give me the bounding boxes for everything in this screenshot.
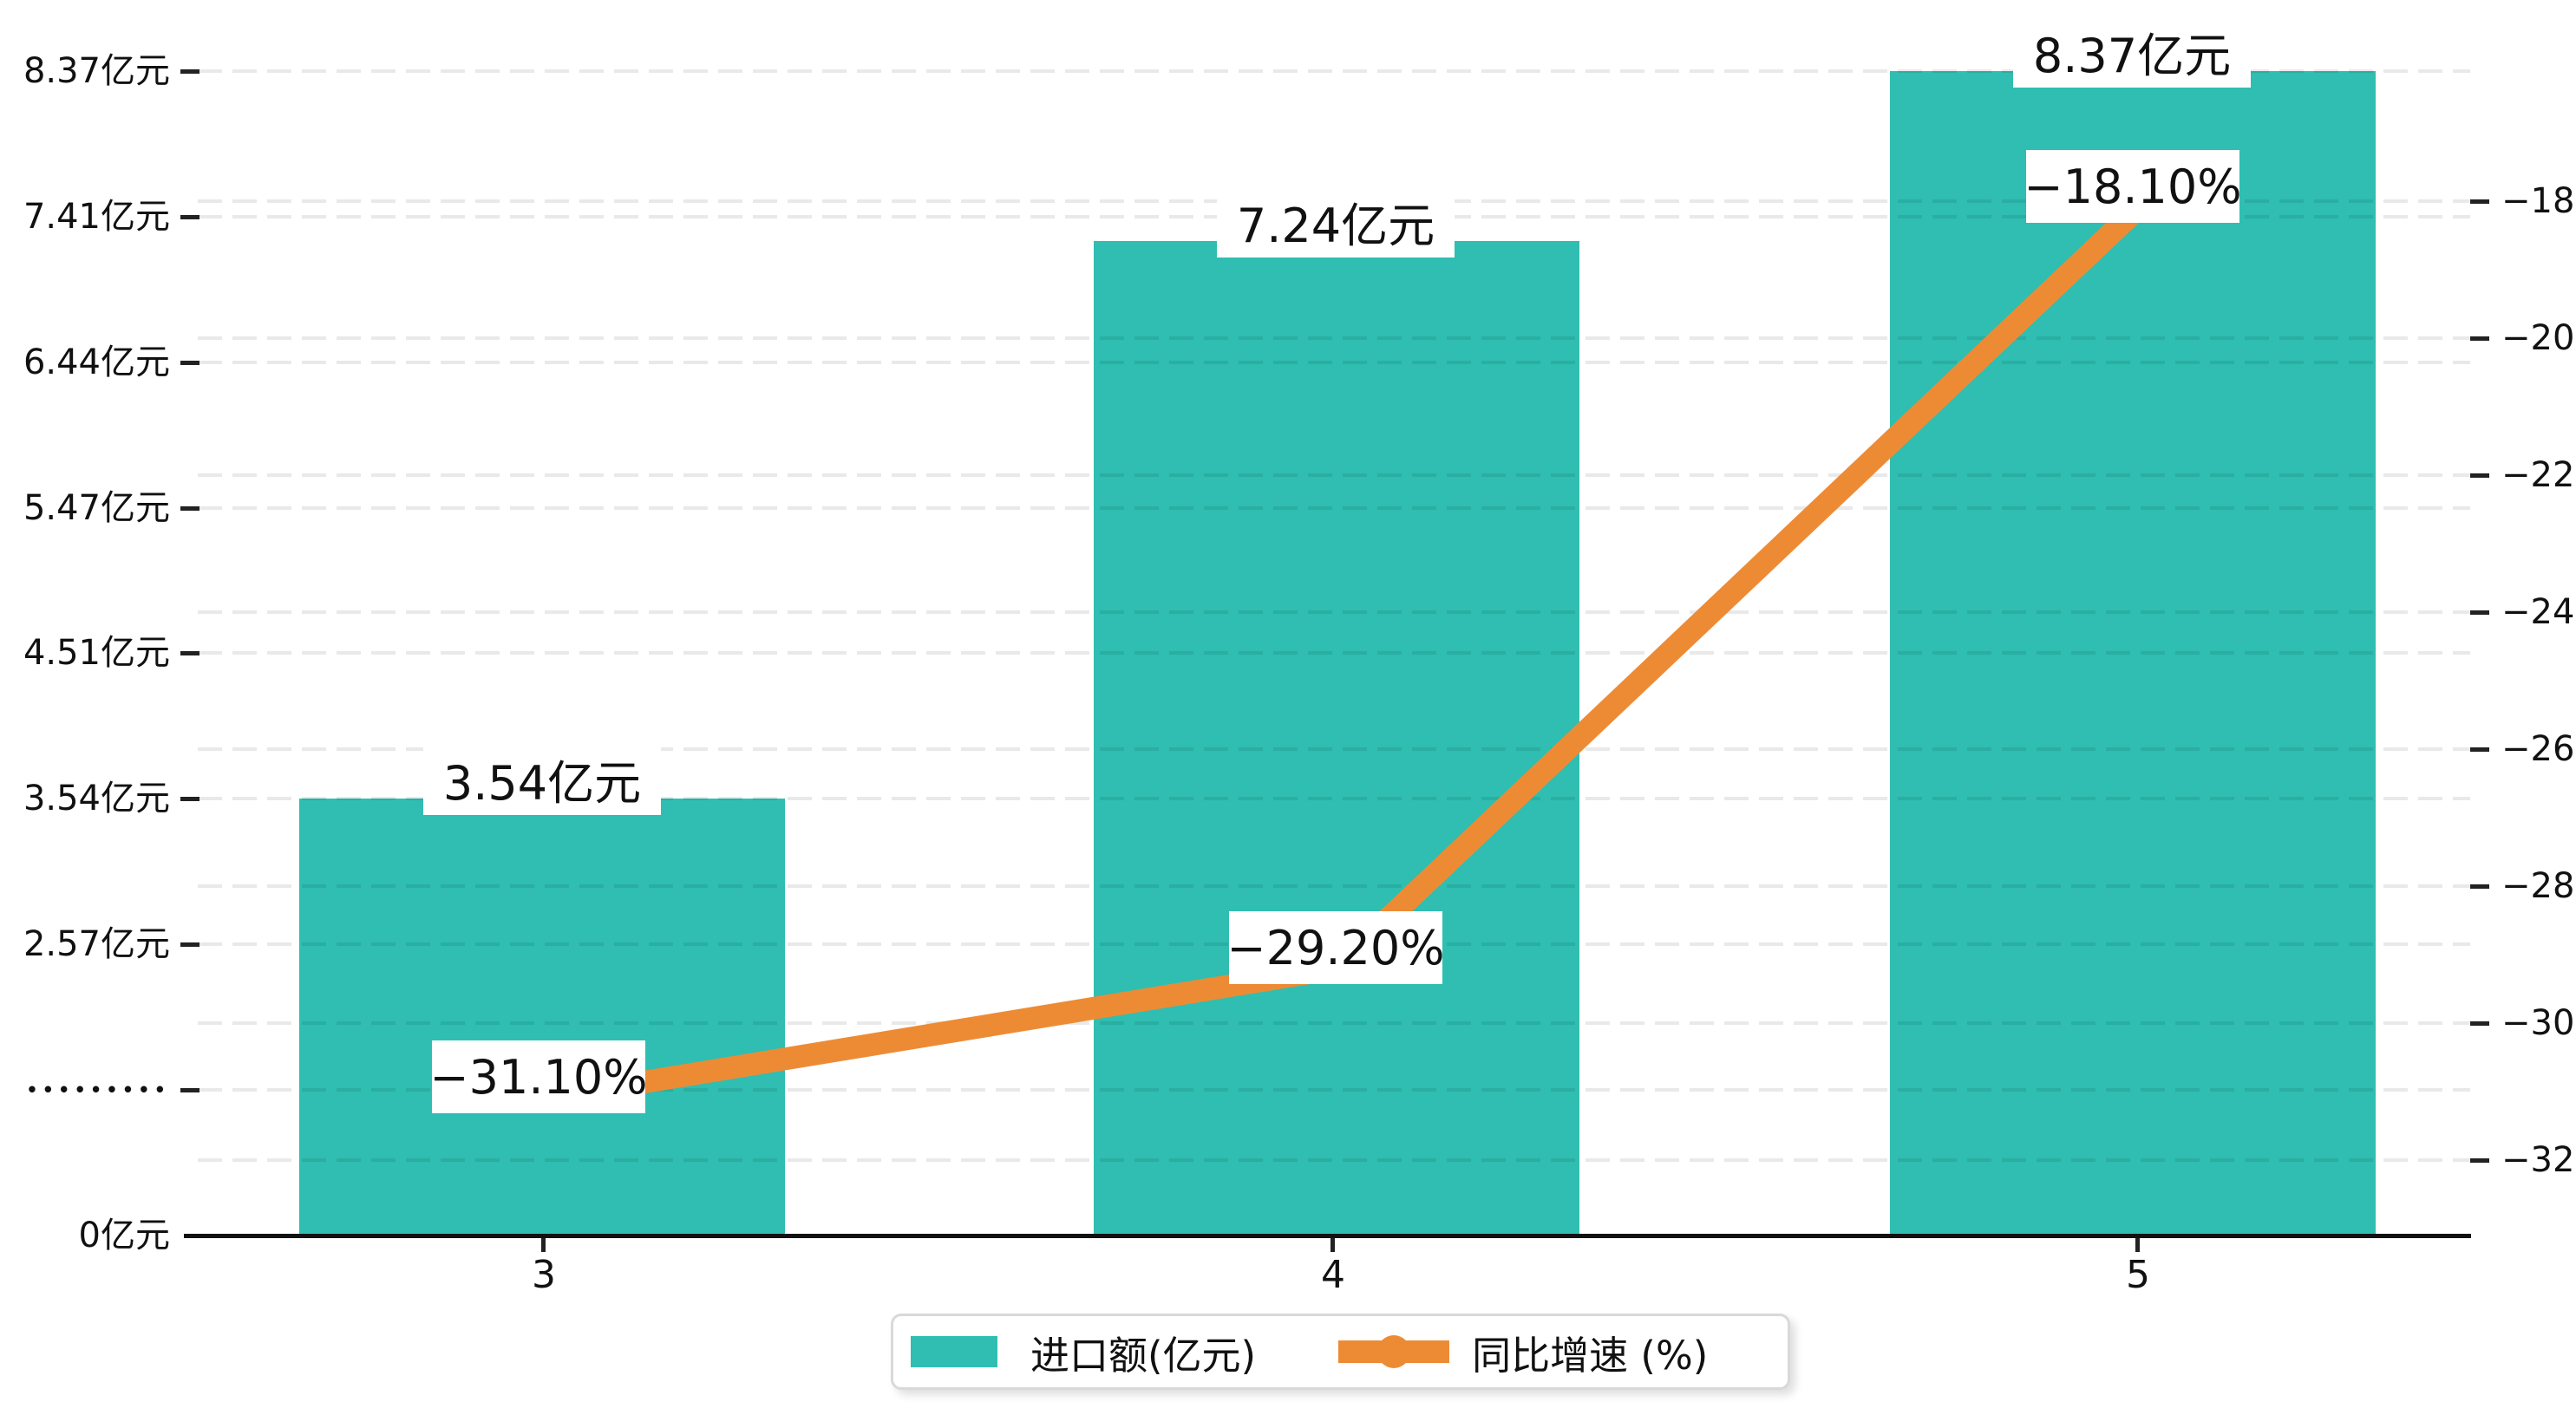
- left-axis-tick-label: 7.41亿元: [23, 197, 170, 237]
- left-axis-tick-mark: [180, 361, 199, 365]
- legend-line-dot-icon: [1377, 1335, 1411, 1368]
- bar-value-label: 3.54亿元: [423, 742, 661, 815]
- bar-month-4: [1094, 241, 1579, 1236]
- right-axis-tick-label: −32: [2501, 1140, 2575, 1180]
- line-value-text: −29.20%: [1226, 920, 1445, 975]
- gridline: [198, 336, 2470, 340]
- gridline: [198, 473, 2470, 477]
- bar-value-label: 8.37亿元: [2013, 15, 2251, 88]
- left-axis-tick-mark: [180, 69, 199, 74]
- line-value-label: −29.20%: [1226, 911, 1445, 984]
- right-axis-tick-mark: [2470, 1021, 2489, 1026]
- left-axis-tick-label: 3.54亿元: [23, 779, 170, 818]
- left-axis-tick-mark: [180, 506, 199, 511]
- bar-month-3: [299, 799, 785, 1236]
- gridline: [198, 651, 2470, 655]
- right-axis-tick-mark: [2470, 610, 2489, 615]
- x-axis-tick-mark: [1330, 1238, 1335, 1252]
- right-axis-tick-label: −18: [2501, 181, 2575, 221]
- line-value-text: −18.10%: [2024, 159, 2242, 214]
- gridline: [198, 1158, 2470, 1162]
- left-axis-tick-mark: [180, 215, 199, 219]
- left-axis-tick-mark: [180, 651, 199, 655]
- right-axis-tick-label: −26: [2501, 729, 2575, 769]
- left-axis-tick-label: 8.37亿元: [23, 51, 170, 91]
- x-axis-category-label: 4: [1321, 1253, 1345, 1297]
- x-axis-category-label: 5: [2126, 1253, 2150, 1297]
- gridline: [198, 797, 2470, 800]
- line-value-label: −31.10%: [429, 1040, 648, 1113]
- right-axis-tick-mark: [2470, 473, 2489, 478]
- gridline: [198, 610, 2470, 614]
- left-axis-tick-mark: [180, 942, 199, 947]
- right-axis-tick-mark: [2470, 199, 2489, 204]
- gridline: [198, 1021, 2470, 1025]
- legend-bar-label[interactable]: 进口额(亿元): [1030, 1332, 1257, 1379]
- bar-value-label: 7.24亿元: [1217, 185, 1455, 258]
- left-axis-tick-mark: [180, 1088, 199, 1092]
- bar-month-5: [1890, 71, 2376, 1236]
- legend-line-label[interactable]: 同比增速 (%): [1472, 1332, 1709, 1379]
- left-axis-tick-mark: [180, 797, 199, 801]
- right-axis-tick-label: −22: [2501, 455, 2575, 495]
- left-axis-tick-label: 4.51亿元: [23, 633, 170, 673]
- x-axis-tick-mark: [2135, 1238, 2140, 1252]
- gridline: [198, 884, 2470, 888]
- gridline: [198, 69, 2470, 73]
- bar-value-text: 3.54亿元: [442, 755, 642, 811]
- right-axis-tick-label: −20: [2501, 318, 2575, 358]
- gridline: [198, 506, 2470, 510]
- legend: 进口额(亿元) 同比增速 (%): [891, 1314, 1790, 1390]
- x-axis-tick-mark: [541, 1238, 546, 1252]
- right-axis-tick-mark: [2470, 336, 2489, 341]
- right-axis-tick-label: −30: [2501, 1003, 2575, 1043]
- right-axis-tick-mark: [2470, 1158, 2489, 1163]
- left-axis-tick-label: 5.47亿元: [23, 488, 170, 528]
- gridline: [198, 747, 2470, 751]
- line-value-text: −31.10%: [429, 1049, 648, 1105]
- bar-value-text: 7.24亿元: [1236, 198, 1435, 253]
- gridline: [198, 1088, 2470, 1092]
- legend-bar-swatch[interactable]: [911, 1336, 997, 1367]
- left-axis-tick-label: 6.44亿元: [23, 342, 170, 382]
- legend-line-swatch[interactable]: [1338, 1333, 1450, 1371]
- left-axis-tick-label: 2.57亿元: [23, 924, 170, 964]
- bar-value-text: 8.37亿元: [2032, 28, 2232, 83]
- left-axis-tick-label-dots: •••••••••: [26, 1079, 170, 1100]
- left-axis-tick-label: 0亿元: [78, 1216, 170, 1255]
- right-axis-tick-mark: [2470, 884, 2489, 889]
- x-axis-line: [184, 1234, 2471, 1238]
- line-value-label: −18.10%: [2024, 150, 2242, 223]
- right-axis-tick-label: −24: [2501, 592, 2575, 632]
- right-axis-tick-label: −28: [2501, 866, 2575, 906]
- gridline: [198, 361, 2470, 364]
- x-axis-category-label: 3: [532, 1253, 556, 1297]
- right-axis-tick-mark: [2470, 747, 2489, 752]
